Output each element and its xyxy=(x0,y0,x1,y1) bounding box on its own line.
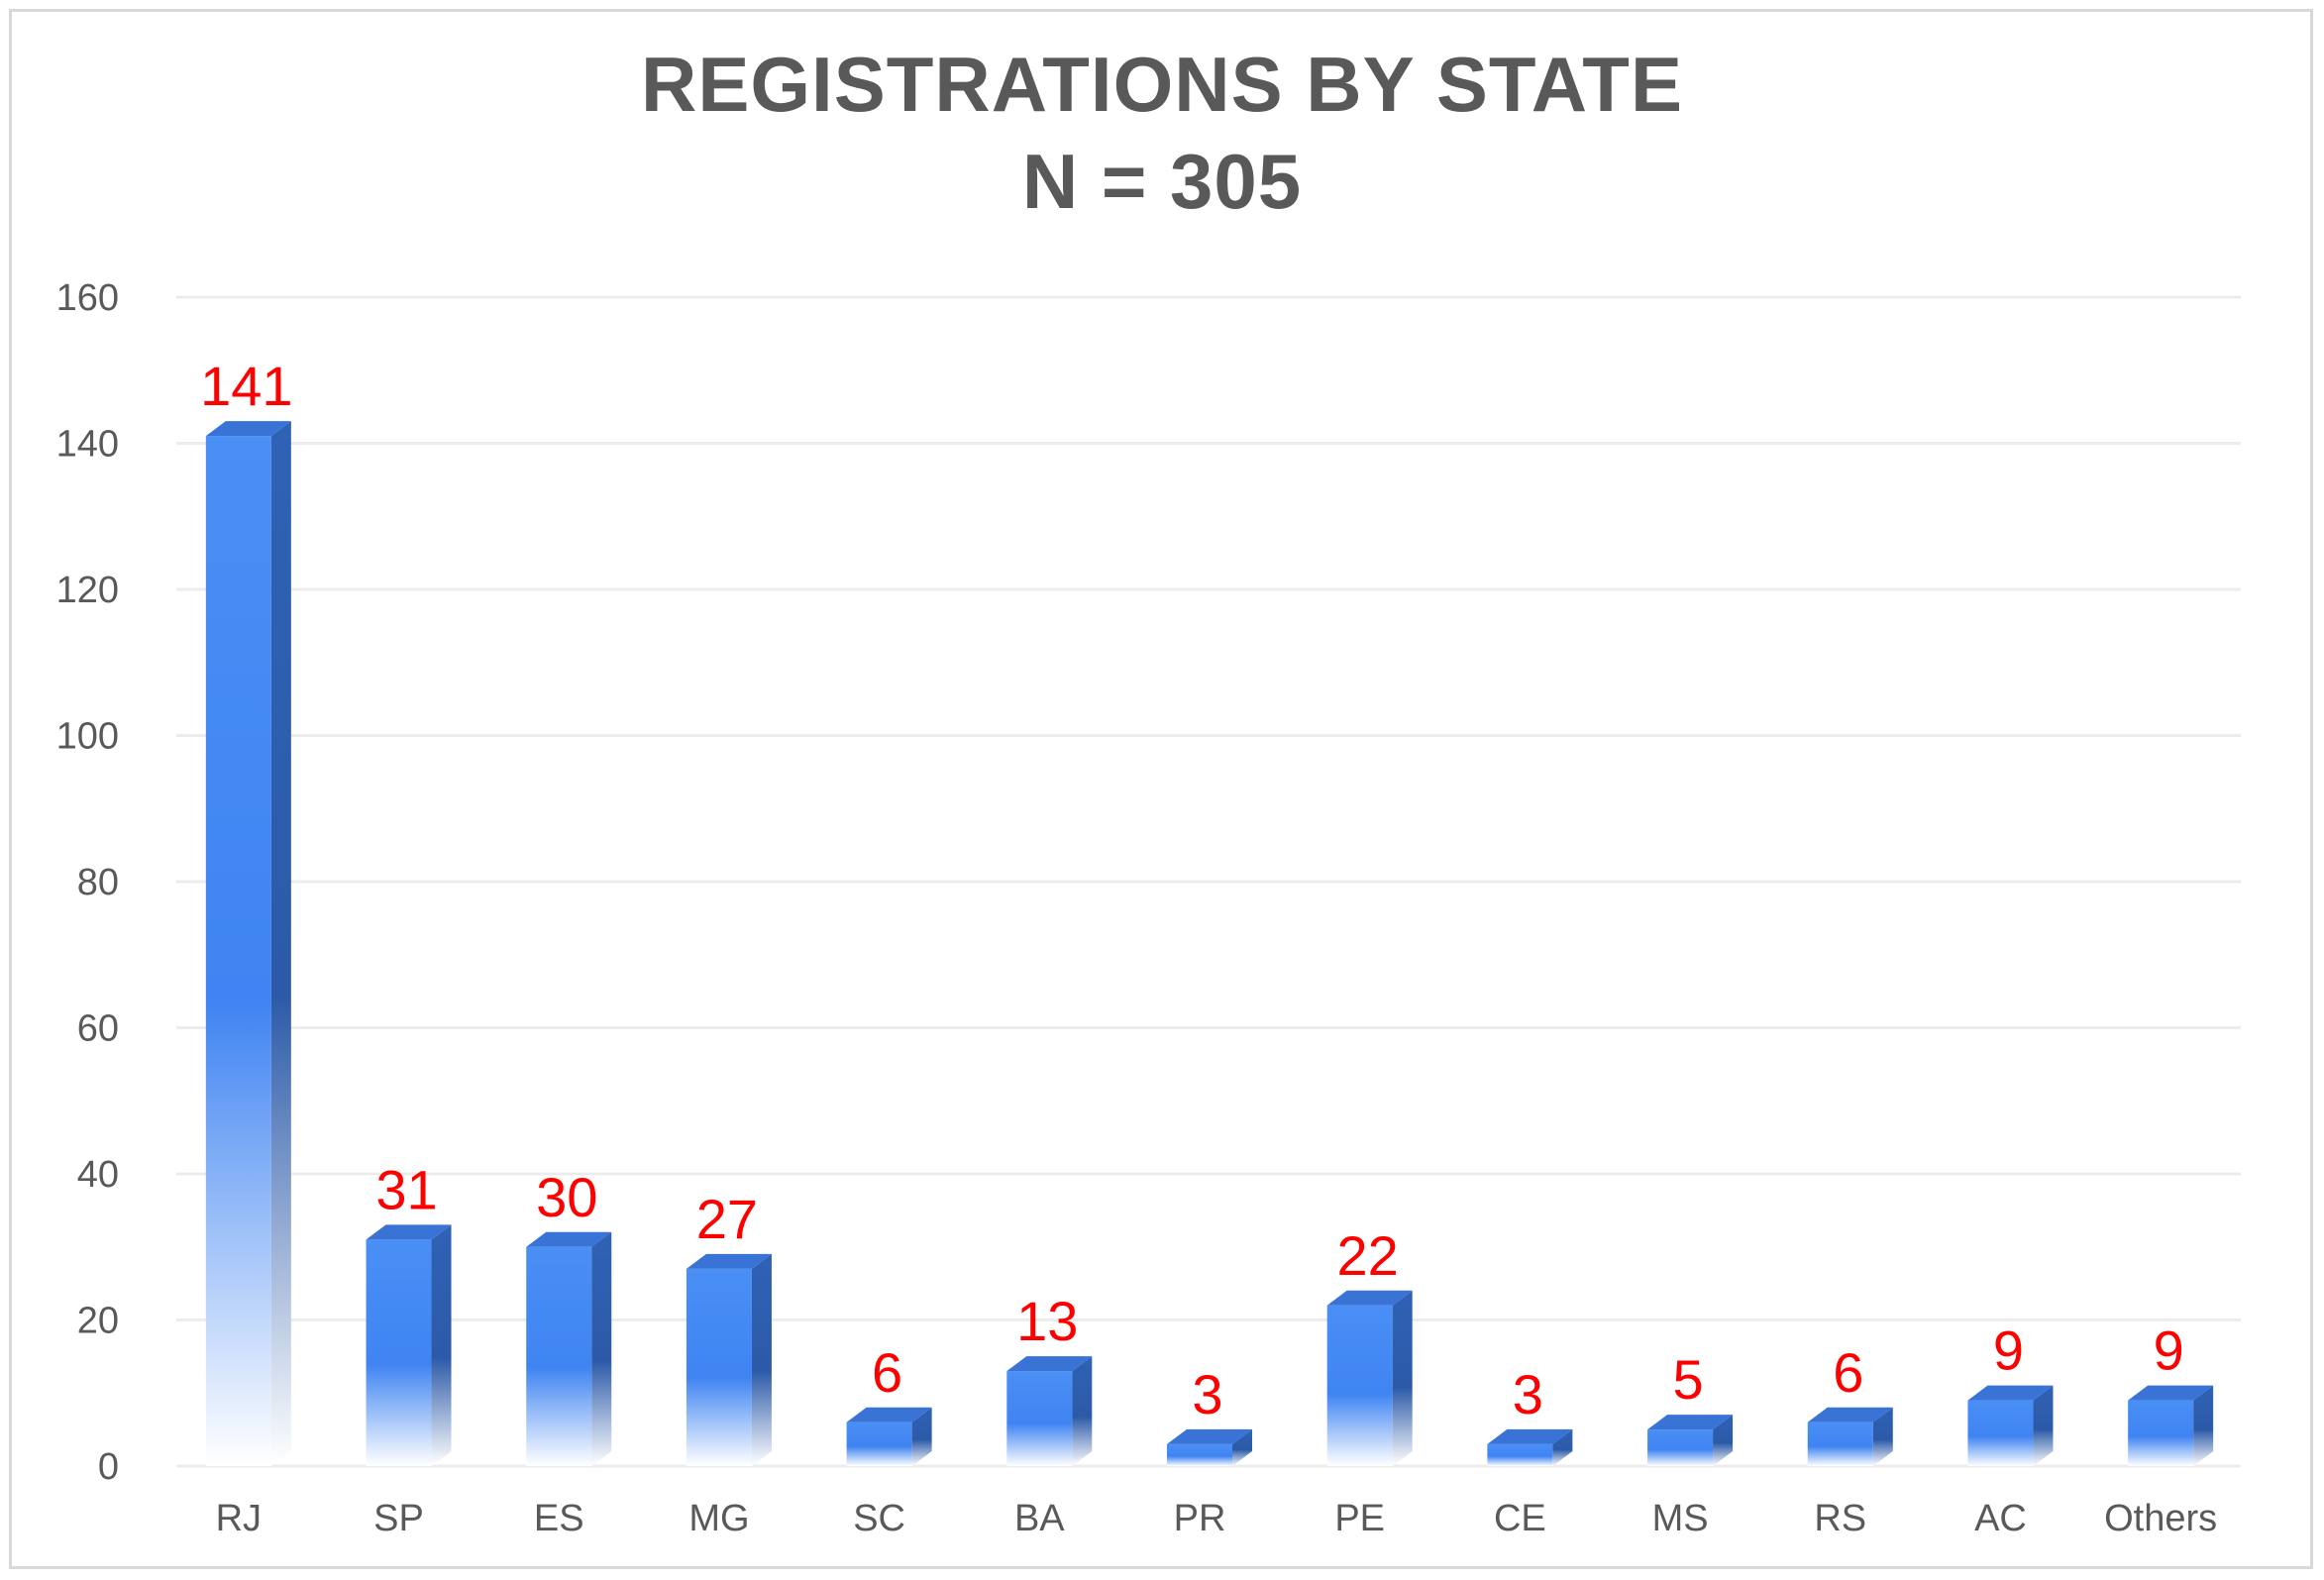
bar-top xyxy=(1167,1428,1252,1444)
bar-side xyxy=(431,1224,452,1466)
data-label: 27 xyxy=(696,1188,758,1250)
bar-front xyxy=(1326,1305,1393,1466)
x-tick-label: SC xyxy=(853,1498,905,1539)
x-tick-label: MS xyxy=(1652,1498,1709,1539)
y-axis-ticks: 0 20 40 60 80 100 120 140 160 xyxy=(56,277,119,1488)
bar-front xyxy=(846,1422,912,1466)
bar-es xyxy=(526,1231,612,1466)
bar-front xyxy=(1647,1429,1714,1466)
gridlines xyxy=(176,295,2241,1468)
y-tick-label: 140 xyxy=(56,424,119,466)
x-tick-label: ES xyxy=(534,1498,584,1539)
bar-front xyxy=(1967,1400,2034,1466)
data-label: 141 xyxy=(200,355,292,417)
bar-rs xyxy=(1807,1407,1893,1466)
x-tick-label: SP xyxy=(373,1498,424,1539)
bar-ms xyxy=(1647,1415,1734,1466)
y-tick-label: 20 xyxy=(77,1301,119,1342)
bar-top xyxy=(526,1231,612,1247)
bar-top xyxy=(1807,1407,1893,1422)
bars xyxy=(205,421,2214,1466)
x-tick-label: AC xyxy=(1974,1498,2027,1539)
bar-ce xyxy=(1487,1428,1573,1466)
x-tick-label: BA xyxy=(1014,1498,1065,1539)
data-label: 5 xyxy=(1672,1348,1703,1411)
bar-side xyxy=(1713,1415,1734,1466)
bar-front xyxy=(2128,1400,2194,1466)
bar-front xyxy=(1807,1422,1873,1466)
data-label: 9 xyxy=(1993,1319,2024,1382)
x-tick-label: PE xyxy=(1334,1498,1385,1539)
bar-front xyxy=(1167,1443,1232,1466)
bar-mg xyxy=(686,1253,772,1466)
bar-front xyxy=(686,1268,752,1466)
data-label: 13 xyxy=(1016,1290,1078,1352)
bar-side xyxy=(1552,1428,1573,1466)
data-label: 3 xyxy=(1513,1363,1543,1425)
bar-top xyxy=(205,421,291,437)
bar-front xyxy=(205,436,271,1466)
y-tick-label: 60 xyxy=(77,1008,119,1050)
bar-side xyxy=(1392,1290,1413,1466)
data-label: 31 xyxy=(375,1158,437,1220)
bar-top xyxy=(1967,1385,2054,1401)
y-tick-label: 100 xyxy=(56,716,119,758)
x-axis-ticks: RJ SP ES MG SC BA PR PE CE MS RS AC Others xyxy=(216,1498,2218,1539)
x-tick-label: CE xyxy=(1494,1498,1546,1539)
bar-side xyxy=(2033,1385,2054,1466)
bar-pr xyxy=(1167,1428,1252,1466)
bar-rj xyxy=(205,421,291,1466)
bar-sc xyxy=(846,1407,932,1466)
bar-top xyxy=(1006,1356,1093,1372)
bar-front xyxy=(366,1239,432,1466)
y-tick-label: 120 xyxy=(56,570,119,611)
chart-title: REGISTRATIONS BY STATE xyxy=(641,41,1683,128)
bar-side xyxy=(751,1253,772,1466)
bar-side xyxy=(1872,1407,1893,1466)
x-tick-label: RJ xyxy=(216,1498,262,1539)
bar-side xyxy=(270,421,291,1466)
bar-front xyxy=(526,1246,592,1466)
bar-top xyxy=(1647,1415,1734,1430)
y-tick-label: 80 xyxy=(77,862,119,903)
data-label: 30 xyxy=(536,1166,597,1228)
bar-pe xyxy=(1326,1290,1413,1466)
bar-front xyxy=(1487,1443,1553,1466)
bar-front xyxy=(1006,1371,1073,1466)
x-tick-label: RS xyxy=(1814,1498,1866,1539)
bar-ac xyxy=(1967,1385,2054,1466)
data-labels: 141 31 30 27 6 13 3 22 3 5 6 9 9 xyxy=(200,355,2184,1425)
x-tick-label: PR xyxy=(1174,1498,1226,1539)
chart-subtitle: N = 305 xyxy=(1021,138,1303,225)
y-tick-label: 160 xyxy=(56,277,119,319)
data-label: 9 xyxy=(2154,1319,2184,1382)
x-tick-label: MG xyxy=(688,1498,749,1539)
data-label: 3 xyxy=(1192,1363,1222,1425)
bar-side xyxy=(911,1407,932,1466)
bar-side xyxy=(591,1231,612,1466)
x-tick-label: Others xyxy=(2104,1498,2217,1539)
bar-top xyxy=(2128,1385,2214,1401)
data-label: 22 xyxy=(1337,1224,1399,1287)
bar-side xyxy=(2193,1385,2214,1466)
y-tick-label: 0 xyxy=(98,1446,119,1488)
bar-side xyxy=(1072,1356,1093,1466)
bar-top xyxy=(1487,1428,1573,1444)
bar-top xyxy=(1326,1290,1413,1306)
bar-top xyxy=(846,1407,932,1422)
bar-ba xyxy=(1006,1356,1093,1466)
bar-others xyxy=(2128,1385,2214,1466)
bar-side xyxy=(1232,1428,1252,1466)
y-tick-label: 40 xyxy=(77,1154,119,1196)
bar-sp xyxy=(366,1224,452,1466)
data-label: 6 xyxy=(1833,1341,1863,1404)
bar-top xyxy=(686,1253,772,1269)
data-label: 6 xyxy=(872,1341,902,1404)
bar-top xyxy=(366,1224,452,1240)
